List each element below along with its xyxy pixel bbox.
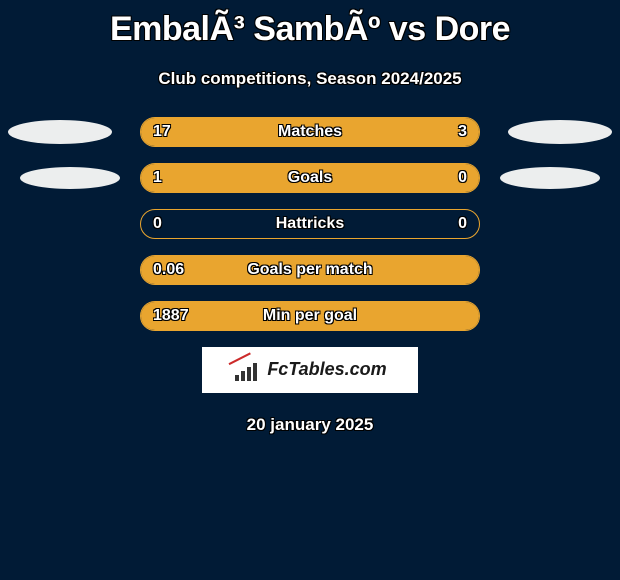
stat-label: Matches (141, 118, 479, 146)
stat-label: Goals (141, 164, 479, 192)
stat-bar: 1887Min per goal (140, 301, 480, 331)
player-left-icon (8, 120, 112, 144)
stat-bar: 00Hattricks (140, 209, 480, 239)
barchart-arrow-icon (233, 359, 261, 381)
stat-row: 10Goals (0, 163, 620, 193)
stats-list: 173Matches 10Goals 00Hattricks 0.06Goals pe… (0, 117, 620, 331)
stat-label: Hattricks (141, 210, 479, 238)
stats-card: EmbalÃ³ SambÃº vs Dore Club competitions… (0, 0, 620, 435)
fctables-logo: FcTables.com (202, 347, 418, 393)
stat-row: 0.06Goals per match (0, 255, 620, 285)
page-title: EmbalÃ³ SambÃº vs Dore (0, 8, 620, 49)
stat-bar: 173Matches (140, 117, 480, 147)
stat-label: Min per goal (141, 302, 479, 330)
stat-bar: 0.06Goals per match (140, 255, 480, 285)
stat-row: 173Matches (0, 117, 620, 147)
subtitle: Club competitions, Season 2024/2025 (0, 69, 620, 89)
stat-row: 00Hattricks (0, 209, 620, 239)
logo-text: FcTables.com (267, 359, 386, 380)
date-text: 20 january 2025 (0, 415, 620, 435)
player-right-icon (508, 120, 612, 144)
player-left-icon (20, 167, 120, 189)
stat-label: Goals per match (141, 256, 479, 284)
stat-row: 1887Min per goal (0, 301, 620, 331)
stat-bar: 10Goals (140, 163, 480, 193)
player-right-icon (500, 167, 600, 189)
